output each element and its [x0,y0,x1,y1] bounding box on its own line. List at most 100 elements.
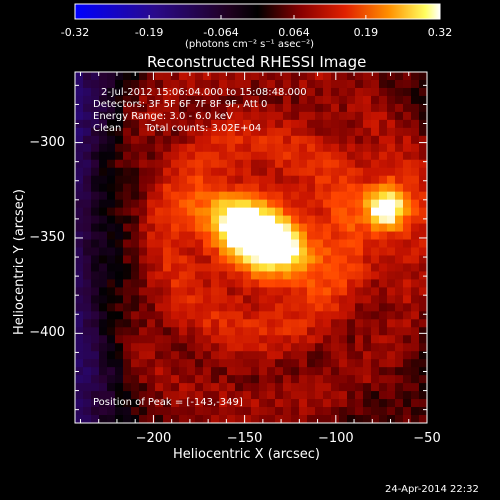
heatmap-cell [203,103,212,113]
heatmap-cell [195,215,204,225]
heatmap-cell [131,111,140,121]
colorbar-tick-label: 0.32 [427,26,453,39]
heatmap-cell [315,263,324,273]
heatmap-cell [171,263,180,273]
heatmap-cell [235,119,244,129]
heatmap-cell [203,183,212,193]
heatmap-cell [419,231,427,241]
heatmap-cell [379,111,388,121]
heatmap-cell [155,311,164,320]
heatmap-cell [403,79,412,89]
heatmap-cell [419,343,427,352]
heatmap-cell [299,79,308,89]
heatmap-cell [147,407,156,416]
heatmap-cell [275,311,284,320]
heatmap-cell [299,175,308,185]
heatmap-cell [203,271,212,281]
heatmap-cell [115,135,124,145]
heatmap-cell [163,399,172,408]
heatmap-cell [251,359,260,368]
heatmap-cell [243,79,252,89]
heatmap-cell [235,311,244,320]
heatmap-cell [411,79,420,89]
heatmap-cell [347,247,356,257]
heatmap-cell [131,383,140,392]
heatmap-cell [123,103,132,113]
heatmap-cell [291,383,300,392]
heatmap-cell [171,271,180,281]
heatmap-cell [75,359,84,368]
heatmap-cell [195,119,204,129]
heatmap-cell [123,319,132,328]
heatmap-cell [243,311,252,320]
heatmap-cell [163,343,172,352]
heatmap-cell [411,399,420,408]
heatmap-cell [179,271,188,281]
heatmap-cell [219,119,228,129]
heatmap-cell [163,367,172,376]
heatmap-cell [75,295,84,304]
heatmap-cell [171,167,180,177]
heatmap-cell [275,303,284,312]
heatmap-cell [107,79,116,89]
heatmap-cell [203,319,212,328]
heatmap-cell [203,79,212,89]
heatmap-cell [107,287,116,296]
heatmap-cell [187,135,196,145]
heatmap-cell [339,175,348,185]
heatmap-cell [195,239,204,249]
heatmap-cell [219,311,228,320]
heatmap-cell [83,231,92,241]
heatmap-cell [299,375,308,384]
heatmap-cell [171,159,180,169]
heatmap-cell [211,111,220,121]
heatmap-cell [363,183,372,193]
heatmap-cell [115,183,124,193]
heatmap-cell [275,119,284,129]
heatmap-cell [163,279,172,288]
heatmap-cell [339,119,348,129]
heatmap-cell [307,295,316,304]
heatmap-cell [419,255,427,265]
heatmap-cell [83,415,92,423]
heatmap-cell [355,103,364,113]
heatmap-cell [307,399,316,408]
heatmap-cell [403,319,412,328]
heatmap-cell [227,183,236,193]
heatmap-cell [171,255,180,265]
heatmap-cell [299,391,308,400]
heatmap-cell [411,111,420,121]
heatmap-cell [163,223,172,233]
heatmap-cell [275,383,284,392]
heatmap-cell [123,72,132,81]
heatmap-cell [291,247,300,257]
heatmap-cell [299,111,308,121]
heatmap-cell [139,343,148,352]
heatmap-cell [251,207,260,217]
heatmap-cell [283,183,292,193]
heatmap-cell [283,111,292,121]
heatmap-cell [75,127,84,137]
heatmap-cell [259,383,268,392]
heatmap-cell [363,207,372,217]
heatmap-cell [131,167,140,177]
heatmap-cell [251,391,260,400]
heatmap-cell [411,343,420,352]
heatmap-cell [171,327,180,336]
heatmap-cell [155,103,164,113]
heatmap-cell [75,135,84,145]
heatmap-cell [259,207,268,217]
heatmap-cell [275,87,284,97]
heatmap-cell [211,399,220,408]
heatmap-cell [179,207,188,217]
heatmap-cell [323,271,332,281]
heatmap-cell [123,231,132,241]
heatmap-cell [331,143,340,153]
heatmap-cell [147,87,156,97]
heatmap-cell [275,343,284,352]
heatmap-cell [315,239,324,249]
heatmap-cell [83,343,92,352]
heatmap-cell [323,407,332,416]
heatmap-cell [179,143,188,153]
heatmap-cell [107,351,116,360]
